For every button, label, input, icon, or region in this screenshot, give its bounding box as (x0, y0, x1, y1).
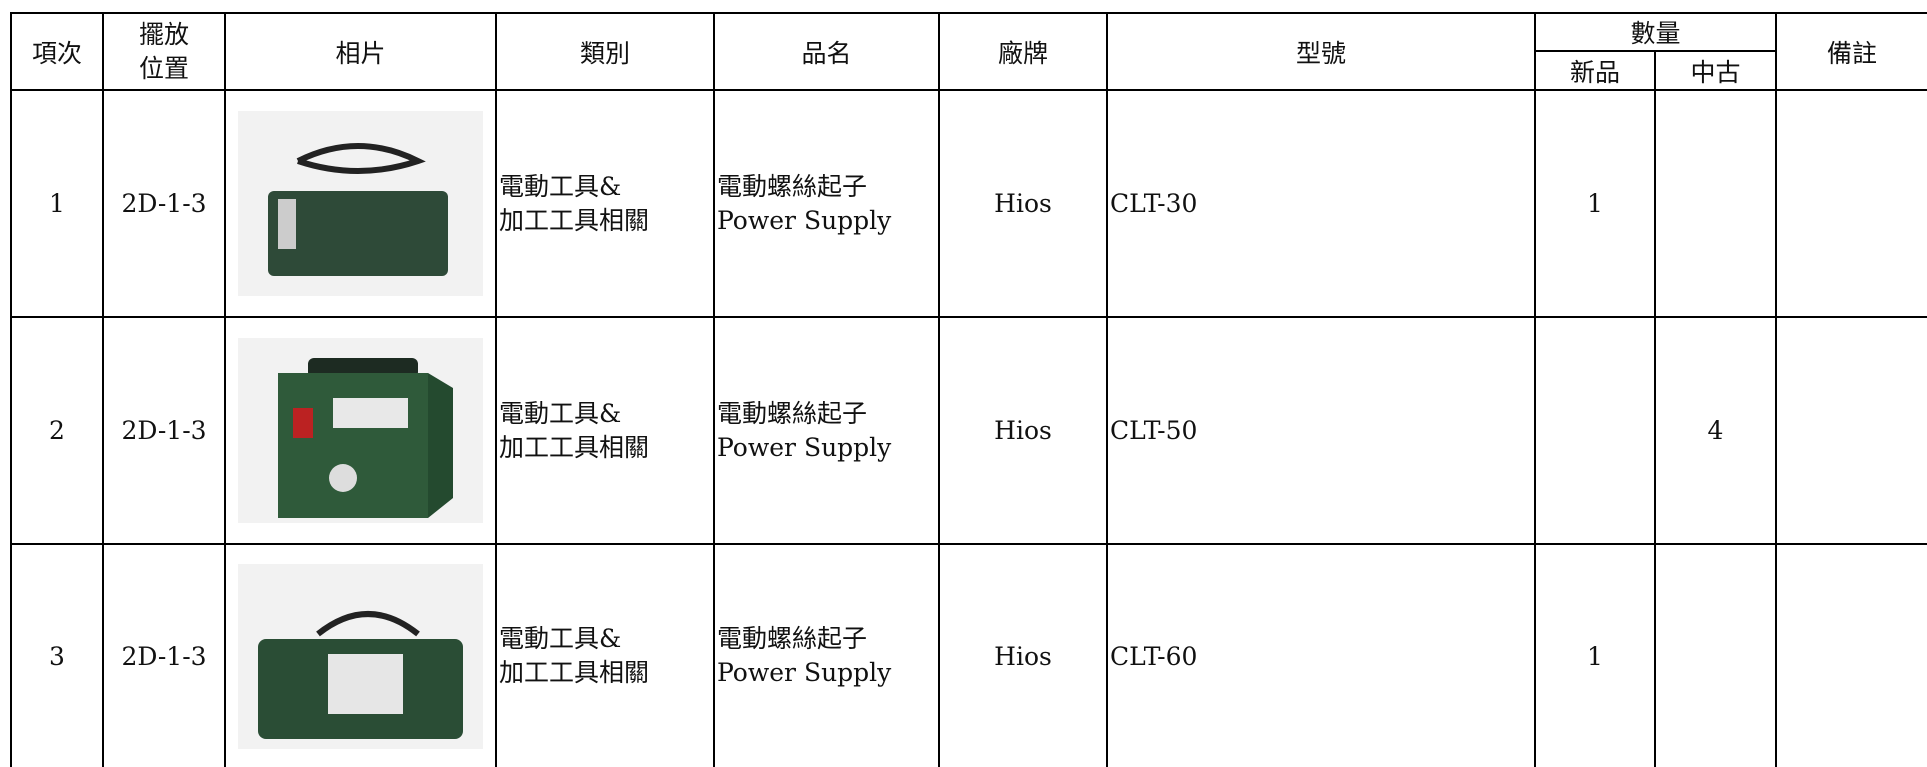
table-row: 2 2D-1-3 電動工具& 加工工具相關 電動螺絲起子 Power Supply Hios… (10, 316, 1927, 545)
header-cell: 數量 (1533, 12, 1778, 52)
table-cell (224, 316, 497, 545)
cell-line: 電動螺絲起子 (717, 398, 868, 428)
table-cell: 電動工具& 加工工具相關 (495, 89, 715, 318)
table-cell: 2D-1-3 (102, 543, 226, 767)
table-cell: 電動螺絲起子 Power Supply (713, 89, 940, 318)
header-text: 位置 (138, 53, 189, 83)
header-cell: 中古 (1653, 50, 1778, 91)
table-cell: 電動螺絲起子 Power Supply (713, 543, 940, 767)
header-cell: 廠牌 (938, 12, 1108, 91)
table-row: 1 2D-1-3 電動工具& 加工工具相關 電動螺絲起子 Power Supply Hios… (10, 89, 1927, 318)
cell-line: 電動螺絲起子 (717, 624, 868, 653)
table-cell: CLT-50 (1106, 316, 1536, 545)
cell-line: 電動螺絲起子 (717, 171, 868, 201)
table-cell: CLT-60 (1106, 543, 1536, 767)
table-cell: 1 (1534, 89, 1656, 318)
header-cell: 備註 (1775, 12, 1927, 91)
table-cell: Hios (938, 316, 1108, 545)
header-cell: 新品 (1534, 50, 1656, 91)
table-cell (1534, 316, 1656, 545)
header-cell: 項次 (10, 12, 104, 91)
table-cell: 2D-1-3 (102, 316, 226, 545)
header-text: 擺放 (138, 19, 189, 49)
table-cell (1775, 543, 1927, 767)
table-cell: 1 (10, 89, 104, 318)
table-row: 3 2D-1-3 電動工具& 加工工具相關 電動螺絲起子 Power Supply Hios… (10, 543, 1927, 767)
cell-line: Power Supply (717, 432, 892, 462)
cell-line: 電動工具& (499, 624, 622, 653)
table-cell: 1 (1534, 543, 1656, 767)
table-cell: 4 (1653, 316, 1778, 545)
table-cell: 2D-1-3 (102, 89, 226, 318)
table-cell (224, 543, 497, 767)
table-cell: 2 (10, 316, 104, 545)
cell-line: 電動工具& (499, 398, 622, 428)
header-cell: 品名 (713, 12, 940, 91)
product-photo (238, 563, 483, 749)
table-cell (1775, 89, 1927, 318)
table-cell: 電動工具& 加工工具相關 (495, 316, 715, 545)
cell-line: 加工工具相關 (499, 205, 650, 235)
header-row: 項次 擺放位置 相片 類別 品名 廠牌 型號 數量 備註 (10, 12, 1927, 91)
header-row: 新品 中古 (11, 50, 1927, 91)
table-cell: 電動螺絲起子 Power Supply (713, 316, 940, 545)
header-cell: 型號 (1106, 12, 1536, 91)
table-cell (224, 89, 497, 318)
cell-line: Power Supply (717, 658, 892, 687)
header-cell: 相片 (224, 12, 497, 91)
table-cell: 電動工具& 加工工具相關 (495, 543, 715, 767)
cell-line: 加工工具相關 (499, 432, 650, 462)
table-cell: Hios (938, 89, 1108, 318)
table-cell (1775, 316, 1927, 545)
cell-line: Power Supply (717, 205, 892, 235)
table-cell: CLT-30 (1106, 89, 1536, 318)
table-cell (1653, 89, 1778, 318)
product-photo (238, 111, 483, 296)
cell-line: 電動工具& (499, 171, 622, 201)
product-photo (238, 338, 483, 523)
header-cell: 類別 (495, 12, 715, 91)
table-cell (1653, 543, 1778, 767)
cell-line: 加工工具相關 (499, 658, 650, 687)
table-cell: Hios (938, 543, 1108, 767)
table-cell: 3 (10, 543, 104, 767)
header-cell: 擺放 位置 (102, 12, 226, 91)
inventory-table: 項次 擺放 位置 相片 類別 品名 廠牌 型號 數量 備註 新品 中古 1 2D-1… (10, 12, 1927, 767)
